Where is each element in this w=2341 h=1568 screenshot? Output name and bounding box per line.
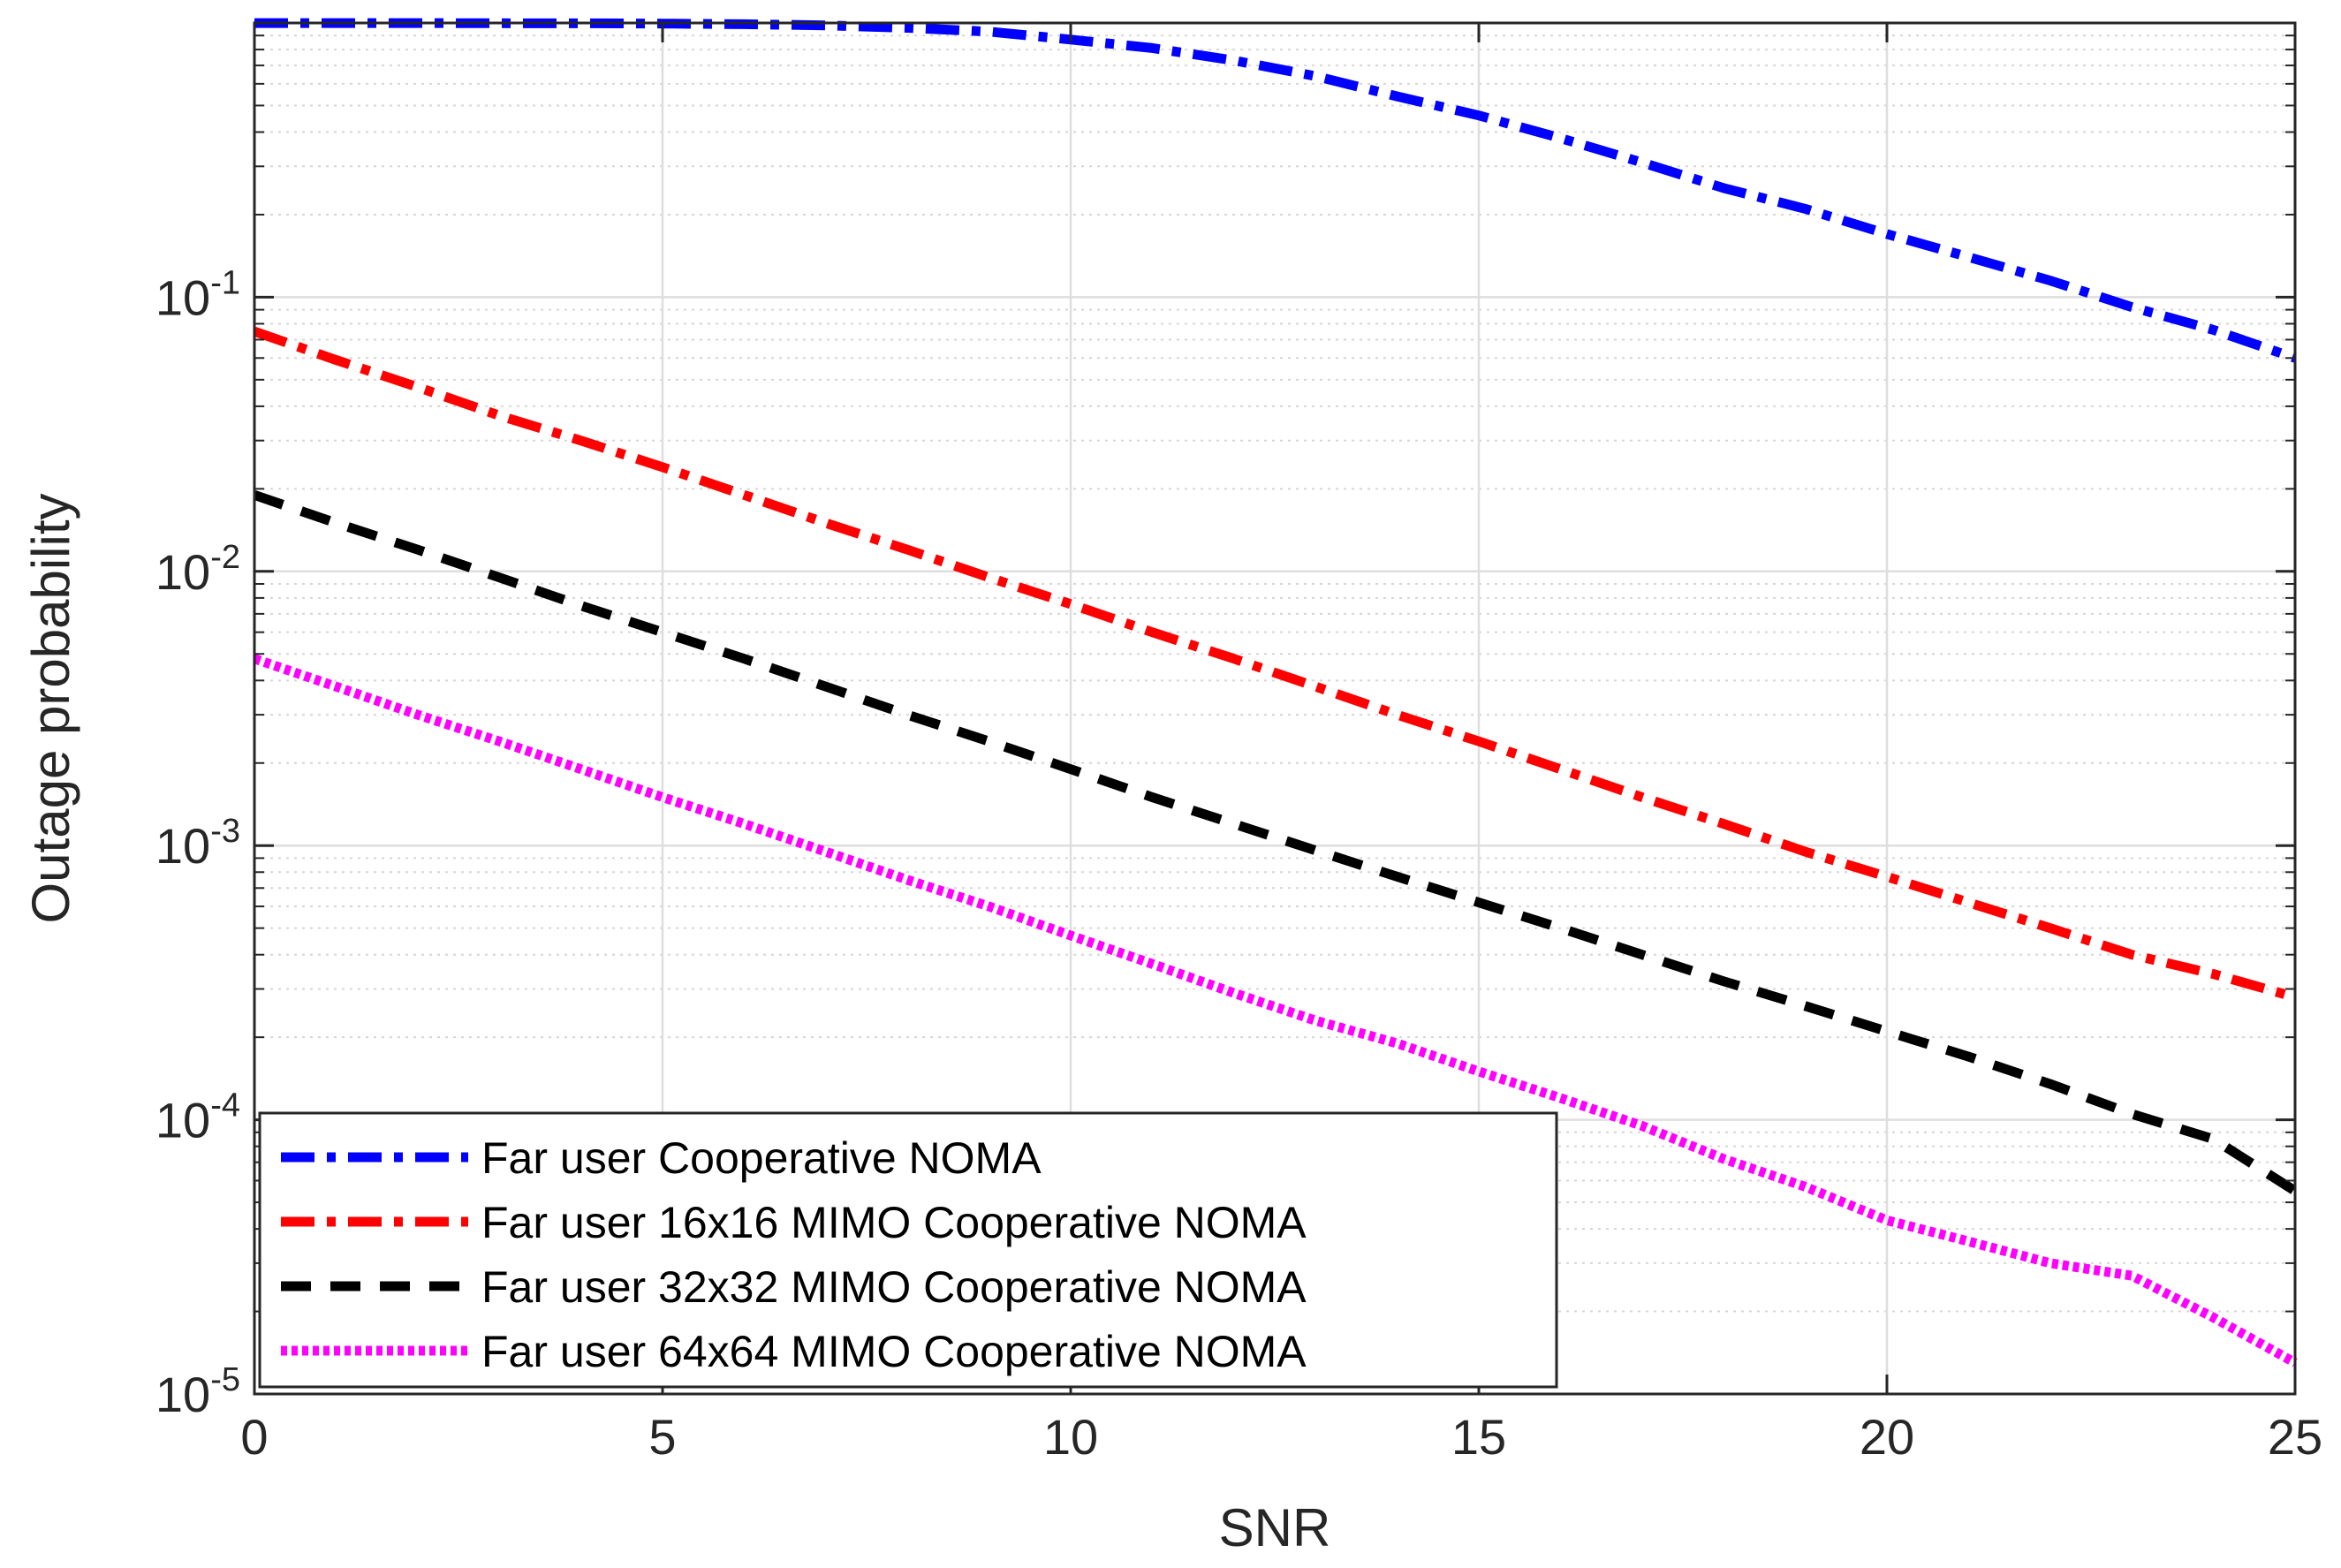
y-tick-label: 10-2 — [155, 539, 240, 600]
y-tick-label: 10-1 — [155, 264, 240, 325]
legend-box — [258, 1111, 1558, 1389]
legend-label-3: Far user 32x32 MIMO Cooperative NOMA — [481, 1262, 1307, 1312]
x-axis-title: SNR — [1219, 1498, 1331, 1557]
x-tick-label: 0 — [240, 1409, 268, 1465]
y-tick-label: 10-5 — [155, 1361, 240, 1422]
legend: Far user Cooperative NOMA Far user 16x16 … — [258, 1111, 1558, 1389]
x-tick-label: 5 — [648, 1409, 676, 1465]
x-tick-label: 20 — [1860, 1409, 1914, 1465]
series-line-3 — [253, 490, 2298, 1195]
x-tick-label: 15 — [1451, 1409, 1506, 1465]
plot-area-border — [253, 21, 2297, 1396]
minor-grid — [254, 34, 2295, 1313]
y-tick-label: 10-4 — [155, 1087, 240, 1148]
y-axis-title: Outage probability — [21, 494, 80, 924]
series-line-2 — [253, 327, 2297, 1003]
legend-label-2: Far user 16x16 MIMO Cooperative NOMA — [481, 1198, 1307, 1247]
y-tick-label: 10-3 — [155, 813, 240, 874]
x-tick-label: 25 — [2268, 1409, 2322, 1465]
x-tick-labels: 0 5 10 15 20 25 — [240, 1409, 2322, 1465]
series-line-4 — [253, 654, 2298, 1367]
legend-label-1: Far user Cooperative NOMA — [481, 1133, 1042, 1183]
y-tick-labels: 10-5 10-4 10-3 10-2 10-1 — [155, 264, 240, 1422]
tick-marks — [253, 23, 2297, 1396]
legend-label-4: Far user 64x64 MIMO Cooperative NOMA — [481, 1327, 1307, 1376]
x-tick-label: 10 — [1043, 1409, 1098, 1465]
